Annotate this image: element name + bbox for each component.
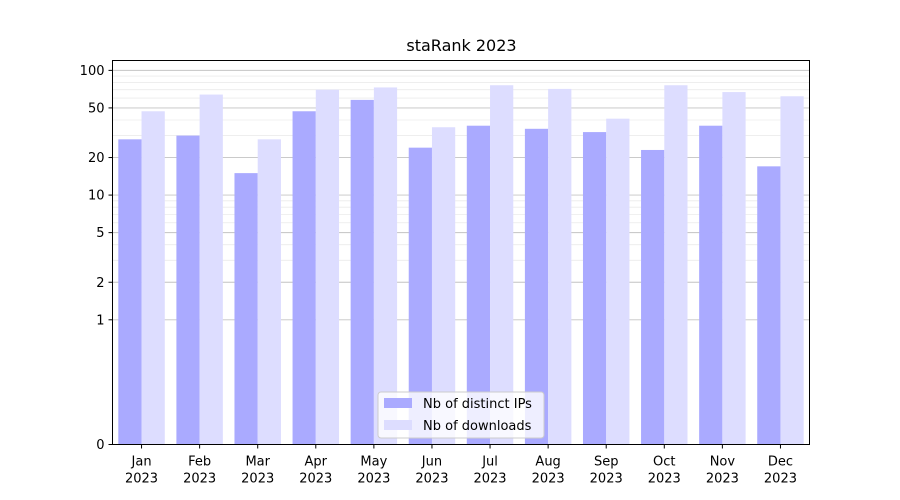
x-tick-label-year: 2023 bbox=[299, 472, 332, 487]
bar-distinct-ips-dec bbox=[757, 166, 781, 445]
bar-distinct-ips-oct bbox=[641, 149, 665, 445]
x-tick-label-year: 2023 bbox=[648, 472, 681, 487]
bar-downloads-jan bbox=[141, 111, 165, 445]
x-tick-label-year: 2023 bbox=[706, 472, 739, 487]
bar-downloads-dec bbox=[780, 96, 804, 445]
bar-downloads-jun bbox=[431, 127, 456, 445]
bar-distinct-ips-jul bbox=[466, 125, 491, 445]
x-tick-label-month: Jan bbox=[131, 455, 152, 470]
bar-downloads-apr bbox=[315, 89, 340, 445]
grid bbox=[112, 69, 810, 445]
x-tick-label-month: May bbox=[360, 455, 387, 470]
x-tick-label-month: Aug bbox=[535, 455, 560, 470]
y-tick-label: 2 bbox=[96, 276, 104, 291]
bar-distinct-ips-mar bbox=[234, 173, 258, 445]
bar-distinct-ips-aug bbox=[524, 128, 549, 445]
x-tick-label-year: 2023 bbox=[532, 472, 565, 487]
y-tick-label: 50 bbox=[88, 101, 105, 116]
y-tick-label: 10 bbox=[88, 189, 105, 204]
x-axis: Jan 2023 Feb 2023 Mar 2023 Apr 2023 May 2023 Jun 20… bbox=[125, 444, 797, 487]
x-tick-label-month: Nov bbox=[710, 455, 736, 470]
legend-swatch-downloads bbox=[384, 420, 412, 430]
x-tick-label-month: Sep bbox=[594, 455, 619, 470]
y-tick-label: 0 bbox=[96, 438, 104, 453]
bar-downloads-sep bbox=[606, 118, 630, 445]
x-tick-label-year: 2023 bbox=[241, 472, 274, 487]
bar-distinct-ips-may bbox=[350, 99, 374, 445]
x-tick-label-month: Jun bbox=[421, 455, 442, 470]
bar-downloads-may bbox=[373, 87, 398, 445]
bar-downloads-aug bbox=[548, 88, 572, 445]
legend-swatch-distinct-ips bbox=[384, 398, 412, 408]
legend: Nb of distinct IPs Nb of downloads bbox=[377, 391, 545, 439]
bar-distinct-ips-sep bbox=[582, 132, 607, 445]
plot-frame bbox=[112, 60, 810, 445]
x-tick-label-month: Feb bbox=[188, 455, 211, 470]
y-axis: 0 1 2 5 10 20 50 100 bbox=[80, 64, 113, 453]
x-tick-label-year: 2023 bbox=[125, 472, 158, 487]
x-tick-label-year: 2023 bbox=[357, 472, 390, 487]
y-tick-label: 20 bbox=[88, 151, 105, 166]
bar-downloads-jul bbox=[490, 85, 514, 445]
x-tick-label-month: Oct bbox=[653, 455, 675, 470]
bar-distinct-ips-apr bbox=[292, 111, 316, 445]
bar-downloads-feb bbox=[199, 94, 223, 445]
x-tick-label-year: 2023 bbox=[590, 472, 623, 487]
legend-label-downloads: Nb of downloads bbox=[423, 419, 532, 434]
x-tick-label-month: Jul bbox=[481, 455, 498, 470]
x-tick-label-month: Apr bbox=[305, 455, 328, 470]
legend-box bbox=[377, 391, 545, 439]
x-tick-label-year: 2023 bbox=[415, 472, 448, 487]
y-tick-label: 1 bbox=[96, 313, 104, 328]
x-tick-label-year: 2023 bbox=[764, 472, 797, 487]
chart-title: staRank 2023 bbox=[406, 36, 516, 55]
x-tick-label-year: 2023 bbox=[183, 472, 216, 487]
bar-distinct-ips-feb bbox=[176, 135, 200, 445]
x-tick-label-month: Dec bbox=[768, 455, 793, 470]
x-tick-label-month: Mar bbox=[245, 455, 270, 470]
legend-label-distinct-ips: Nb of distinct IPs bbox=[423, 397, 532, 412]
y-tick-label: 5 bbox=[96, 226, 104, 241]
bar-downloads-nov bbox=[722, 92, 746, 445]
bar-downloads-oct bbox=[664, 85, 688, 445]
x-tick-label-year: 2023 bbox=[473, 472, 506, 487]
bar-distinct-ips-jan bbox=[118, 139, 142, 445]
y-tick-label: 100 bbox=[80, 64, 105, 79]
bar-downloads-mar bbox=[257, 139, 281, 445]
bar-distinct-ips-nov bbox=[699, 125, 723, 445]
bars bbox=[118, 85, 804, 445]
bar-distinct-ips-jun bbox=[408, 147, 432, 445]
